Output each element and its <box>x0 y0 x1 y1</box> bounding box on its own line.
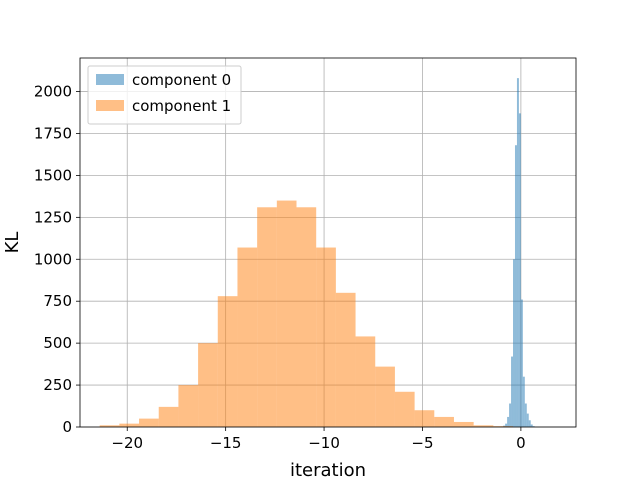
bar-component-0 <box>520 299 523 427</box>
bar-component-1 <box>139 418 159 427</box>
bar-component-1 <box>178 385 199 427</box>
bar-component-1 <box>119 423 140 427</box>
bar-component-0 <box>522 376 525 427</box>
y-tick-label: 500 <box>43 334 72 352</box>
legend-box <box>87 65 242 125</box>
x-tick-label: −5 <box>411 434 433 452</box>
bar-component-0 <box>505 423 508 427</box>
bar-component-1 <box>355 336 376 427</box>
y-tick-label: 2000 <box>34 83 72 101</box>
y-tick-label: 250 <box>43 376 72 394</box>
x-tick-label: −20 <box>111 434 143 452</box>
bar-component-1 <box>257 207 277 427</box>
y-tick-label: 0 <box>62 418 72 436</box>
bar-component-1 <box>237 247 258 427</box>
bar-component-0 <box>507 416 510 427</box>
bar-component-1 <box>394 391 415 427</box>
plot-area-frame <box>79 57 577 428</box>
bar-component-0 <box>511 356 514 427</box>
bar-component-1 <box>335 292 356 427</box>
legend: component 0 component 1 <box>87 65 242 125</box>
bar-component-1 <box>217 296 238 427</box>
histogram-bars <box>99 78 535 428</box>
y-tick-label: 1500 <box>34 166 72 184</box>
x-axis-ticks: −20 −15 −10 −5 0 <box>111 427 526 452</box>
bar-component-0 <box>532 426 535 427</box>
bar-component-1 <box>453 421 474 427</box>
x-tick-label: −15 <box>210 434 242 452</box>
legend-swatch-component-0 <box>96 74 124 85</box>
bar-component-0 <box>518 113 521 427</box>
y-tick-label: 750 <box>43 292 72 310</box>
bar-component-1 <box>316 247 336 427</box>
bar-component-1 <box>473 425 494 427</box>
bar-component-0 <box>514 145 517 427</box>
legend-label-component-1: component 1 <box>132 97 231 115</box>
bar-component-1 <box>99 425 120 427</box>
bar-component-0 <box>526 413 529 427</box>
y-tick-label: 1000 <box>34 250 72 268</box>
bar-component-1 <box>434 416 454 427</box>
y-axis-label: KL <box>2 232 23 254</box>
bar-component-0 <box>524 403 527 427</box>
y-tick-label: 1250 <box>34 208 72 226</box>
x-tick-label: −10 <box>308 434 340 452</box>
bar-component-0 <box>530 424 533 427</box>
bar-component-1 <box>414 410 435 427</box>
bar-component-1 <box>375 366 395 427</box>
bar-component-0 <box>509 403 512 427</box>
bar-component-0 <box>516 78 519 428</box>
legend-label-component-0: component 0 <box>132 71 231 89</box>
bar-component-1 <box>158 406 179 427</box>
legend-swatch-component-1 <box>96 100 124 111</box>
y-tick-label: 1750 <box>34 124 72 142</box>
x-tick-label: 0 <box>516 434 526 452</box>
bar-component-1 <box>198 343 218 427</box>
bar-component-1 <box>276 200 297 427</box>
bar-component-0 <box>528 420 531 427</box>
bar-component-1 <box>493 426 514 427</box>
bar-component-1 <box>296 207 317 427</box>
y-axis-ticks: 0 250 500 750 1000 1250 1500 1750 2000 <box>34 83 80 436</box>
x-axis-label: iteration <box>290 460 366 480</box>
bar-component-0 <box>513 259 515 427</box>
